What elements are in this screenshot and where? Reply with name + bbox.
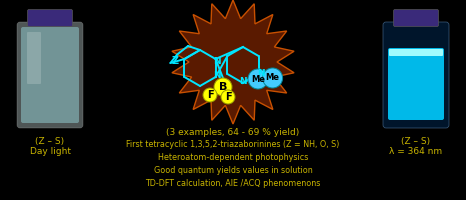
Text: F: F bbox=[225, 92, 231, 102]
Text: N: N bbox=[213, 56, 220, 66]
Circle shape bbox=[386, 55, 446, 115]
Text: Me: Me bbox=[251, 74, 265, 84]
Text: (3 examples, 64 - 69 % yield): (3 examples, 64 - 69 % yield) bbox=[166, 128, 300, 137]
Text: N: N bbox=[239, 77, 247, 86]
Text: (Z – S): (Z – S) bbox=[401, 137, 431, 146]
FancyBboxPatch shape bbox=[383, 22, 449, 128]
Text: (Z – S): (Z – S) bbox=[35, 137, 65, 146]
Circle shape bbox=[203, 88, 217, 102]
Text: Heteroatom-dependent photophysics: Heteroatom-dependent photophysics bbox=[158, 153, 308, 162]
Text: B: B bbox=[219, 82, 227, 92]
Polygon shape bbox=[172, 0, 294, 124]
FancyBboxPatch shape bbox=[388, 48, 444, 120]
Circle shape bbox=[221, 90, 235, 104]
FancyBboxPatch shape bbox=[17, 22, 83, 128]
Text: λ = 364 nm: λ = 364 nm bbox=[390, 147, 443, 156]
Text: N: N bbox=[257, 70, 264, 78]
Text: Day light: Day light bbox=[29, 147, 70, 156]
Text: N: N bbox=[213, 71, 220, 79]
FancyBboxPatch shape bbox=[27, 9, 73, 26]
Circle shape bbox=[262, 68, 282, 88]
Text: TD-DFT calculation, AIE /ACQ phenomenons: TD-DFT calculation, AIE /ACQ phenomenons bbox=[145, 179, 321, 188]
FancyBboxPatch shape bbox=[389, 49, 443, 56]
Text: Me: Me bbox=[266, 73, 280, 82]
Circle shape bbox=[248, 69, 268, 89]
FancyBboxPatch shape bbox=[27, 32, 41, 84]
Text: Z: Z bbox=[172, 56, 179, 66]
Circle shape bbox=[214, 78, 232, 96]
Text: F: F bbox=[207, 90, 213, 100]
FancyBboxPatch shape bbox=[393, 9, 439, 26]
FancyBboxPatch shape bbox=[21, 27, 79, 123]
Text: Good quantum yields values in solution: Good quantum yields values in solution bbox=[154, 166, 312, 175]
Text: First tetracyclic 1,3,5,2-triazaborinines (Z = NH, O, S): First tetracyclic 1,3,5,2-triazaborinine… bbox=[126, 140, 340, 149]
